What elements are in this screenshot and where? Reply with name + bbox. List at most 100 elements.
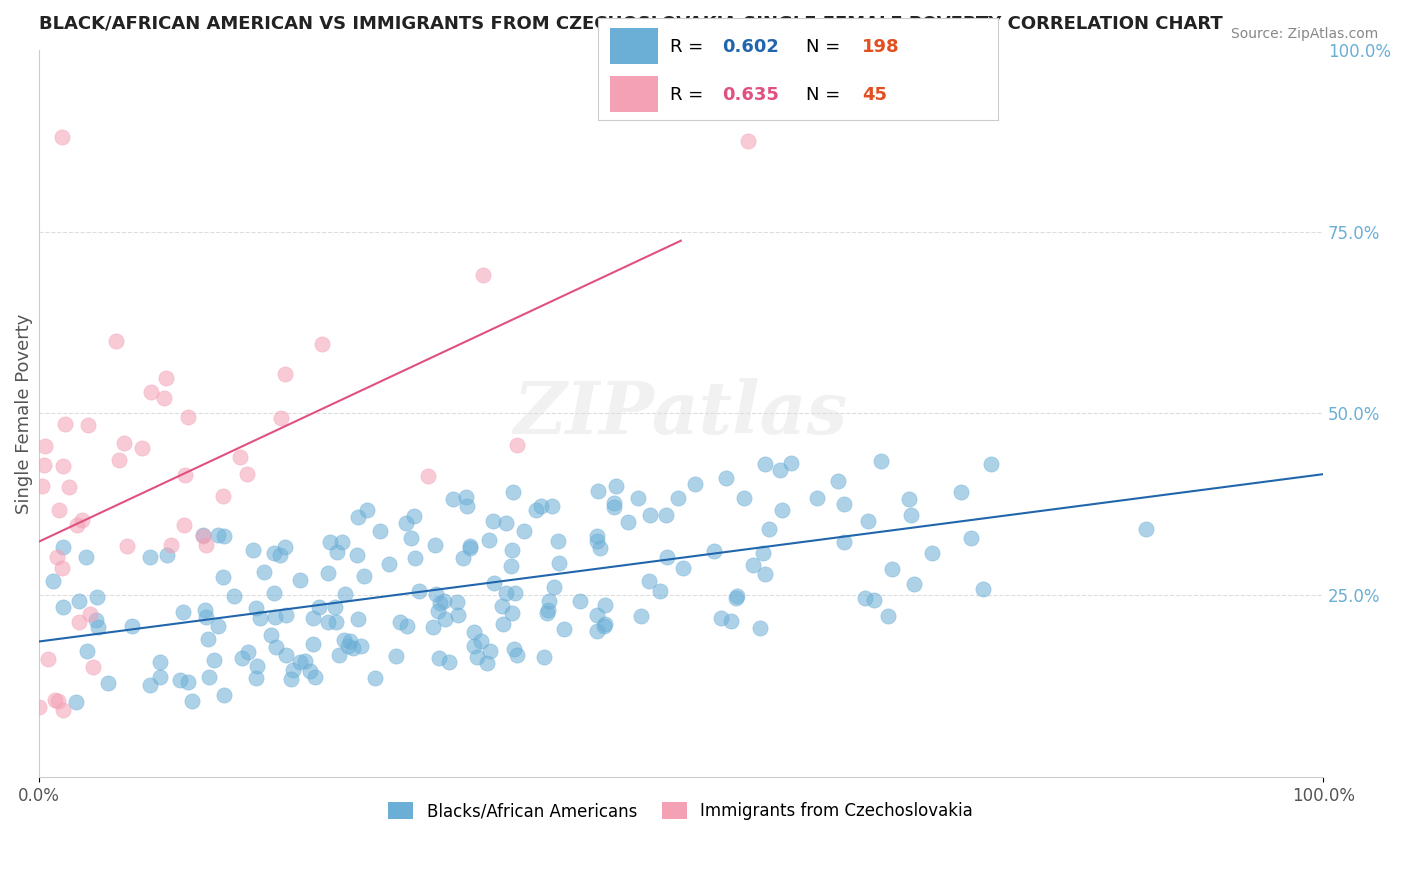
Point (342, 641, 364, 656)
Point (733, 491, 755, 505)
Point (46, 549, 69, 564)
Point (149, 670, 172, 684)
Point (288, 574, 311, 588)
Point (353, 568, 375, 582)
Point (112, 436, 135, 450)
Point (79, 607, 101, 621)
Point (495, 586, 517, 600)
Text: 0.602: 0.602 (721, 37, 779, 55)
Point (245, 671, 267, 685)
Point (855, 591, 877, 606)
Point (806, 491, 828, 505)
Point (121, 619, 143, 633)
Point (350, 639, 373, 653)
Point (308, 599, 330, 614)
Point (228, 450, 250, 464)
Point (467, 649, 489, 664)
Point (492, 617, 515, 632)
Point (505, 648, 527, 662)
Point (283, 663, 305, 677)
Point (1135, 522, 1157, 536)
Point (586, 608, 609, 623)
Point (356, 503, 378, 517)
Point (408, 584, 430, 599)
Point (316, 615, 339, 629)
Point (769, 463, 792, 477)
Point (53, 417, 76, 431)
Text: 198: 198 (862, 37, 900, 55)
Point (42, 574, 65, 589)
Text: N =: N = (806, 86, 852, 103)
Point (433, 611, 456, 625)
Point (470, 634, 492, 648)
Point (416, 469, 439, 483)
Point (454, 490, 477, 504)
Point (568, 594, 591, 608)
Point (502, 484, 524, 499)
Point (242, 542, 264, 557)
Point (595, 598, 617, 612)
Point (76, 644, 98, 658)
Point (503, 642, 526, 657)
Point (754, 567, 776, 582)
Point (195, 610, 218, 624)
Point (427, 604, 450, 618)
Point (724, 591, 747, 605)
Point (429, 596, 451, 610)
Point (323, 600, 346, 615)
Point (249, 611, 271, 625)
Point (537, 603, 560, 617)
Point (585, 624, 607, 638)
Point (834, 497, 856, 511)
Text: N =: N = (806, 37, 846, 55)
Point (876, 608, 898, 623)
Point (46, 694, 69, 708)
Point (138, 549, 160, 564)
Point (972, 582, 994, 596)
Point (276, 648, 298, 662)
Point (478, 533, 501, 548)
Point (155, 371, 177, 385)
Point (333, 587, 356, 601)
Point (141, 385, 163, 400)
Point (156, 548, 179, 562)
Point (368, 524, 391, 538)
Point (479, 644, 502, 658)
Point (48, 503, 70, 517)
Point (427, 650, 450, 665)
Point (422, 620, 444, 634)
Point (770, 502, 793, 516)
Point (389, 615, 412, 629)
Point (319, 534, 342, 549)
Point (672, 561, 695, 575)
Point (86, 591, 108, 605)
Point (505, 438, 527, 452)
Point (302, 637, 325, 651)
Point (870, 454, 893, 468)
Point (328, 648, 350, 662)
FancyBboxPatch shape (610, 29, 658, 64)
Point (714, 470, 737, 484)
Point (900, 508, 922, 522)
Point (333, 632, 356, 647)
Point (543, 580, 565, 594)
Point (666, 491, 689, 505)
Point (294, 654, 316, 668)
Point (425, 586, 447, 600)
Point (505, 586, 527, 600)
Point (481, 514, 503, 528)
Point (222, 589, 245, 603)
Point (51, 560, 73, 574)
Y-axis label: Single Female Poverty: Single Female Poverty (15, 313, 32, 514)
Point (269, 549, 291, 563)
Point (720, 614, 742, 628)
Point (246, 658, 269, 673)
Point (858, 514, 880, 528)
Point (177, 674, 200, 689)
Point (423, 538, 446, 552)
Point (326, 545, 349, 559)
Point (108, 453, 131, 467)
Text: R =: R = (669, 37, 709, 55)
Point (235, 467, 257, 482)
Point (115, 540, 138, 554)
